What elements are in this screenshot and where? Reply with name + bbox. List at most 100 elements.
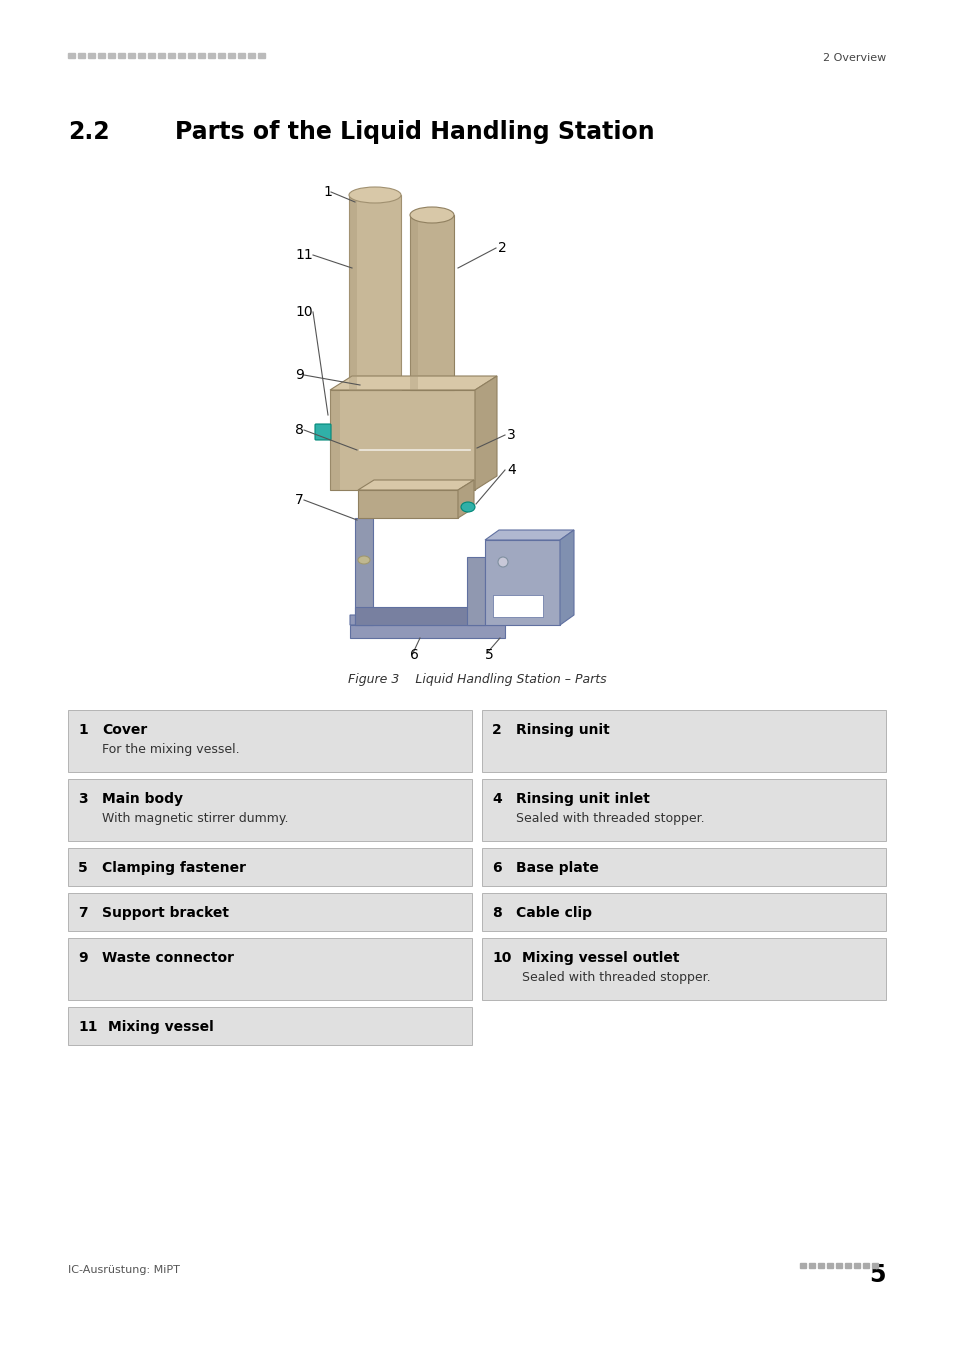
Bar [68,710,472,772]
Bar [481,779,885,841]
Text: 11: 11 [294,248,313,262]
Bar [410,215,417,390]
Ellipse shape [497,558,507,567]
Bar [871,1264,877,1268]
Bar [248,53,254,58]
Text: 5: 5 [868,1264,885,1287]
Text: Clamping fastener: Clamping fastener [102,861,246,875]
Bar [138,53,145,58]
Polygon shape [350,616,517,625]
Polygon shape [457,481,474,518]
Text: Main body: Main body [102,792,183,806]
Text: 6: 6 [410,648,418,662]
Bar [826,1264,832,1268]
Bar [68,848,472,886]
Text: Support bracket: Support bracket [102,906,229,919]
Bar [355,608,484,625]
Text: 1: 1 [78,724,88,737]
Bar [350,625,504,639]
Bar [493,595,542,617]
Bar [357,490,457,518]
Bar [808,1264,814,1268]
Text: With magnetic stirrer dummy.: With magnetic stirrer dummy. [102,811,288,825]
Text: 9: 9 [294,369,304,382]
Text: 7: 7 [294,493,303,508]
FancyBboxPatch shape [410,215,454,390]
Bar [481,710,885,772]
Text: 5: 5 [484,648,494,662]
Bar [168,53,174,58]
Polygon shape [559,531,574,625]
Bar [481,892,885,931]
Bar [330,390,475,490]
Bar [188,53,194,58]
Ellipse shape [410,207,454,223]
Bar [355,518,373,625]
Text: Rinsing unit inlet: Rinsing unit inlet [516,792,649,806]
Text: IC-Ausrüstung: MiPT: IC-Ausrüstung: MiPT [68,1265,180,1274]
Text: Rinsing unit: Rinsing unit [516,724,609,737]
Bar [98,53,105,58]
Ellipse shape [349,188,400,202]
Text: 2: 2 [492,724,501,737]
Bar [68,938,472,1000]
Text: For the mixing vessel.: For the mixing vessel. [102,743,239,756]
Text: 1: 1 [323,185,332,198]
Bar [228,53,234,58]
Bar [237,53,245,58]
Bar [158,53,165,58]
Text: 6: 6 [492,861,501,875]
Bar [835,1264,841,1268]
Bar [349,194,356,390]
Text: Base plate: Base plate [516,861,598,875]
Bar [481,848,885,886]
Ellipse shape [460,502,475,512]
Polygon shape [357,481,474,490]
Text: 8: 8 [492,906,501,919]
Bar [467,558,484,625]
Text: 2: 2 [497,242,506,255]
Bar [118,53,125,58]
Text: 10: 10 [492,950,511,965]
Bar [68,779,472,841]
Text: 2.2: 2.2 [68,120,110,144]
Bar [218,53,225,58]
Bar [257,53,265,58]
Bar [800,1264,805,1268]
FancyBboxPatch shape [349,194,400,390]
Text: Cover: Cover [102,724,147,737]
Bar [862,1264,868,1268]
Text: 10: 10 [294,305,313,319]
Text: 9: 9 [78,950,88,965]
Polygon shape [484,531,574,540]
Text: 8: 8 [294,423,304,437]
Bar [108,53,115,58]
Text: Mixing vessel: Mixing vessel [108,1021,213,1034]
Text: 4: 4 [492,792,501,806]
Ellipse shape [357,556,370,564]
Bar [853,1264,859,1268]
Text: 7: 7 [78,906,88,919]
Bar [817,1264,823,1268]
Text: 4: 4 [506,463,516,477]
Bar [88,53,95,58]
Text: Cable clip: Cable clip [516,906,592,919]
Bar [68,892,472,931]
Text: Mixing vessel outlet: Mixing vessel outlet [521,950,679,965]
Bar [198,53,205,58]
Text: 3: 3 [506,428,516,441]
Bar [844,1264,850,1268]
Text: 3: 3 [78,792,88,806]
Bar [481,938,885,1000]
Text: Sealed with threaded stopper.: Sealed with threaded stopper. [516,811,704,825]
Text: Waste connector: Waste connector [102,950,233,965]
Text: Sealed with threaded stopper.: Sealed with threaded stopper. [521,971,710,984]
Text: 5: 5 [78,861,88,875]
Bar [68,1007,472,1045]
Text: Figure 3    Liquid Handling Station – Parts: Figure 3 Liquid Handling Station – Parts [347,674,606,686]
Bar [330,390,339,490]
FancyBboxPatch shape [314,424,331,440]
Polygon shape [475,377,497,490]
Bar [148,53,154,58]
Polygon shape [330,377,497,390]
